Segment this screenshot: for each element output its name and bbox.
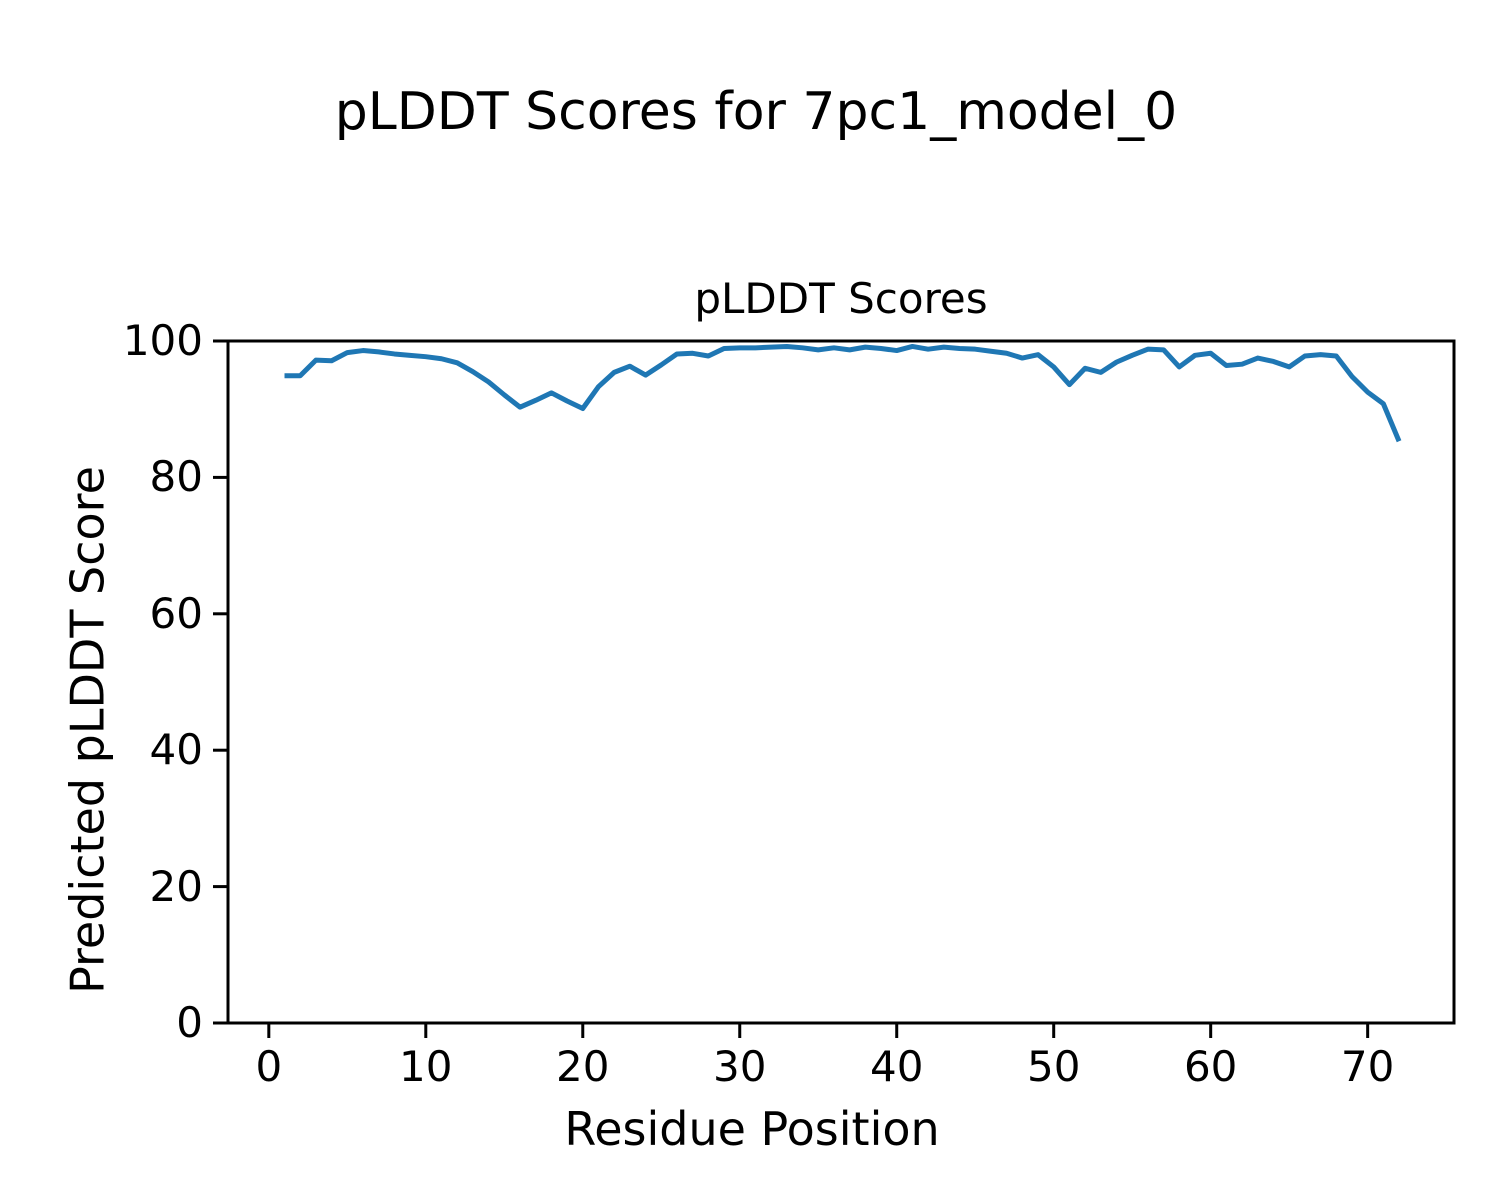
axes-title: pLDDT Scores [694,274,988,323]
x-tick-label: 20 [556,1042,610,1091]
x-tick-label: 0 [255,1042,283,1091]
y-tick-label: 60 [149,588,203,638]
plddt-line [284,343,1402,443]
x-tick-label: 50 [1026,1042,1081,1091]
y-tick-label: 20 [149,861,203,911]
y-axis-label: Predicted pLDDT Score [60,466,115,994]
x-axis-label: Residue Position [564,1102,940,1156]
y-tick-label: 0 [176,998,203,1047]
x-tick-label: 40 [869,1042,924,1091]
x-tick-label: 30 [713,1042,767,1091]
y-tick-label: 40 [149,725,203,775]
x-tick-label: 60 [1183,1042,1238,1091]
figure-title: pLDDT Scores for 7pc1_model_0 [334,82,1178,142]
x-tick-label: 10 [399,1042,453,1091]
x-tick-label: 70 [1340,1042,1395,1091]
y-tick-label: 80 [149,452,203,502]
axes-frame [226,339,1456,1025]
y-tick-label: 100 [122,316,203,365]
